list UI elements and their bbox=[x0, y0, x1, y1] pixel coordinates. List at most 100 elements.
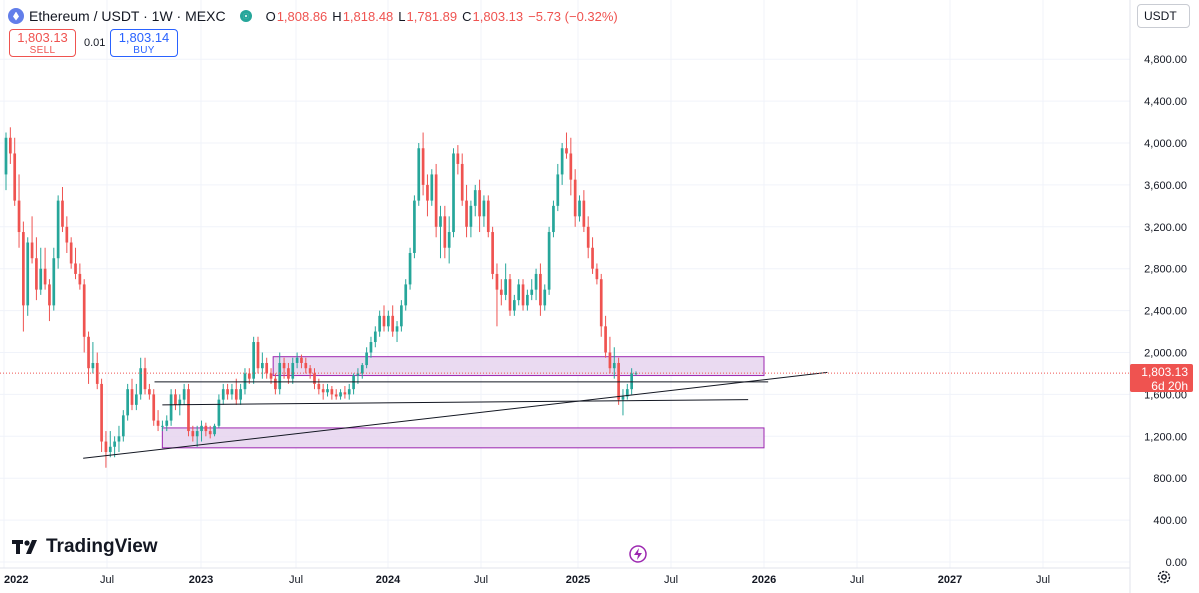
price-tick-label: 2,000.00 bbox=[1144, 348, 1187, 360]
eye-icon[interactable] bbox=[239, 10, 252, 22]
candle-body bbox=[386, 315, 390, 327]
time-tick-label: Jul bbox=[850, 574, 864, 586]
candle-body bbox=[213, 425, 216, 435]
candle-body bbox=[95, 362, 99, 384]
candle-body bbox=[439, 216, 442, 227]
candle-body bbox=[13, 153, 17, 201]
candle-body bbox=[604, 326, 607, 353]
candle-body bbox=[139, 368, 143, 395]
candle-body bbox=[504, 279, 508, 295]
candle-body bbox=[360, 365, 364, 374]
lightning-icon[interactable] bbox=[629, 545, 647, 563]
candle-body bbox=[230, 389, 234, 395]
candle-body bbox=[482, 200, 486, 217]
ethereum-logo-icon bbox=[8, 8, 24, 24]
candle-body bbox=[595, 268, 599, 280]
candle-body bbox=[161, 425, 164, 427]
symbol-title[interactable]: Ethereum / USDT · 1W · MEXC bbox=[29, 8, 226, 24]
candle-body bbox=[174, 394, 177, 405]
candle-body bbox=[308, 368, 312, 374]
sell-price: 1,803.13 bbox=[17, 30, 68, 45]
candle-body bbox=[499, 289, 503, 295]
candle-body bbox=[204, 425, 208, 432]
tradingview-logo[interactable]: TradingView bbox=[12, 536, 158, 558]
candle-body bbox=[247, 373, 251, 379]
time-tick-label: 2027 bbox=[938, 574, 962, 586]
candle-body bbox=[378, 315, 382, 332]
candle-body bbox=[456, 153, 460, 164]
candle-body bbox=[443, 216, 447, 248]
candle-body bbox=[195, 431, 199, 437]
candle-body bbox=[473, 190, 477, 206]
candle-body bbox=[517, 284, 521, 301]
change-value: −5.73 (−0.32%) bbox=[528, 8, 618, 24]
candle-body bbox=[17, 200, 21, 233]
price-tick-label: 2,400.00 bbox=[1144, 306, 1187, 318]
candle-body bbox=[282, 362, 286, 369]
buy-button[interactable]: 1,803.14 BUY bbox=[110, 29, 178, 57]
sell-button[interactable]: 1,803.13 SELL bbox=[9, 29, 76, 57]
time-tick-label: 2026 bbox=[752, 574, 776, 586]
currency-select[interactable]: USDT bbox=[1137, 4, 1190, 28]
candle-body bbox=[304, 362, 308, 369]
candle-body bbox=[134, 394, 138, 405]
candle-body bbox=[87, 336, 90, 369]
candle-body bbox=[117, 436, 121, 442]
open-value: 1,808.86 bbox=[276, 8, 328, 24]
price-tick-label: 0.00 bbox=[1166, 557, 1187, 569]
price-tick-label: 1,200.00 bbox=[1144, 431, 1187, 443]
candle-body bbox=[326, 389, 329, 393]
candle-body bbox=[617, 362, 620, 400]
price-tick-label: 3,600.00 bbox=[1144, 180, 1187, 192]
candle-body bbox=[22, 232, 25, 306]
candle-body bbox=[269, 373, 273, 379]
price-tick-label: 3,200.00 bbox=[1144, 222, 1187, 234]
candle-body bbox=[534, 273, 538, 290]
candle-body bbox=[599, 279, 603, 327]
candle-body bbox=[612, 362, 616, 369]
candle-body bbox=[430, 174, 434, 201]
candle-body bbox=[426, 184, 429, 201]
candle-body bbox=[352, 375, 355, 390]
candle-body bbox=[256, 342, 260, 369]
candle-body bbox=[339, 392, 342, 397]
candle-body bbox=[608, 352, 612, 369]
candle-body bbox=[43, 268, 47, 285]
candle-body bbox=[321, 389, 325, 393]
candle-body bbox=[221, 389, 225, 400]
candle-body bbox=[526, 294, 529, 306]
sell-label: SELL bbox=[29, 45, 56, 56]
last-price-tag: 1,803.13 6d 20h bbox=[1130, 364, 1193, 393]
candle-body bbox=[130, 389, 134, 405]
low-value: 1,781.89 bbox=[406, 8, 458, 24]
candle-body bbox=[478, 190, 481, 217]
trendline-2 bbox=[162, 399, 749, 406]
candle-body bbox=[400, 305, 403, 327]
candle-body bbox=[343, 392, 347, 395]
candle-body bbox=[578, 200, 581, 217]
candle-body bbox=[274, 378, 277, 390]
price-tick-label: 4,800.00 bbox=[1144, 54, 1187, 66]
candle-body bbox=[8, 137, 12, 154]
price-tick-label: 1,600.00 bbox=[1144, 389, 1187, 401]
candle-body bbox=[469, 205, 473, 227]
candle-body bbox=[569, 153, 573, 180]
candle-body bbox=[447, 232, 451, 248]
candle-body bbox=[156, 420, 160, 426]
candle-body bbox=[69, 242, 73, 264]
candle-body bbox=[30, 242, 34, 259]
high-value: 1,818.48 bbox=[342, 8, 394, 24]
candle-body bbox=[539, 273, 542, 306]
candle-body bbox=[39, 268, 43, 290]
candle-body bbox=[291, 362, 295, 379]
close-key: C bbox=[462, 8, 472, 24]
buy-price: 1,803.14 bbox=[118, 30, 170, 45]
candle-body bbox=[217, 399, 221, 426]
candle-body bbox=[126, 389, 130, 416]
bar-countdown: 6d 20h bbox=[1151, 379, 1188, 393]
gear-icon[interactable] bbox=[1157, 570, 1171, 584]
candle-body bbox=[404, 284, 408, 306]
candle-body bbox=[252, 342, 256, 379]
